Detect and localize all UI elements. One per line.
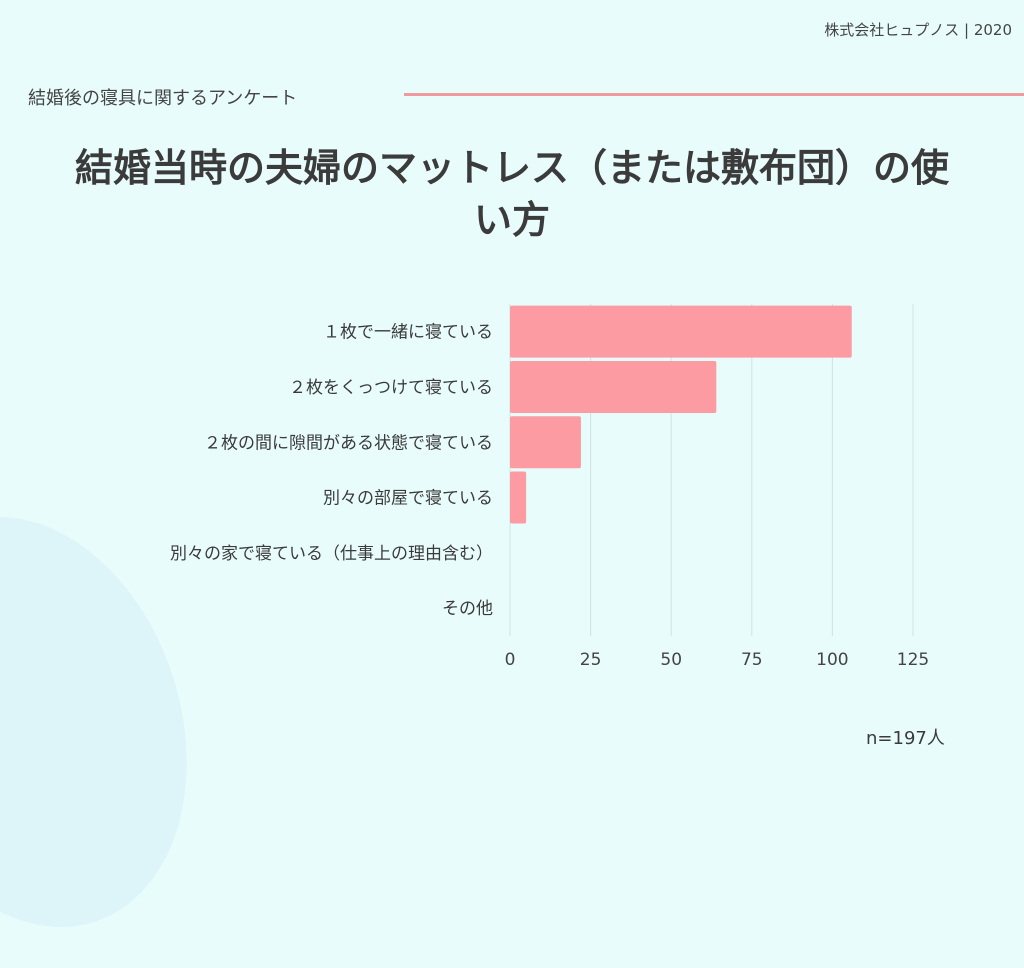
bars <box>510 305 852 524</box>
bar <box>510 305 852 358</box>
subtitle-divider <box>404 93 1024 96</box>
bar <box>510 416 581 469</box>
bar <box>510 471 527 524</box>
x-tick-label: 75 <box>741 650 763 670</box>
category-label: その他 <box>442 599 493 619</box>
category-label: ２枚をくっつけて寝ている <box>289 377 493 398</box>
x-tick-label: 50 <box>660 650 682 670</box>
survey-subtitle: 結婚後の寝具に関するアンケート <box>28 88 298 109</box>
gridlines <box>509 304 914 636</box>
company-credit: 株式会社ヒュプノス | 2020 <box>824 21 1012 39</box>
category-label: ２枚の間に隙間がある状態で寝ている <box>204 432 493 453</box>
bar <box>510 360 717 413</box>
x-tick-label: 125 <box>897 650 929 670</box>
category-label: 別々の部屋で寝ている <box>323 488 493 509</box>
x-tick-label: 0 <box>505 650 516 670</box>
x-tick-label: 100 <box>816 650 848 670</box>
category-label: １枚で一緒に寝ている <box>323 322 493 343</box>
x-tick-label: 25 <box>580 650 602 670</box>
chart-title: 結婚当時の夫婦のマットレス（または敷布団）の使い方 <box>74 146 949 242</box>
sample-size-note: n=197人 <box>866 728 945 749</box>
category-labels: １枚で一緒に寝ている ２枚をくっつけて寝ている ２枚の間に隙間がある状態で寝ている別… <box>170 322 493 620</box>
category-label: 別々の家で寝ている（仕事上の理由含む） <box>170 543 493 564</box>
bar-chart: １枚で一緒に寝ている ２枚をくっつけて寝ている ２枚の間に隙間がある状態で寝ている別… <box>170 304 930 670</box>
x-axis-ticks: 0 25 50 75 100 125 <box>505 650 930 670</box>
